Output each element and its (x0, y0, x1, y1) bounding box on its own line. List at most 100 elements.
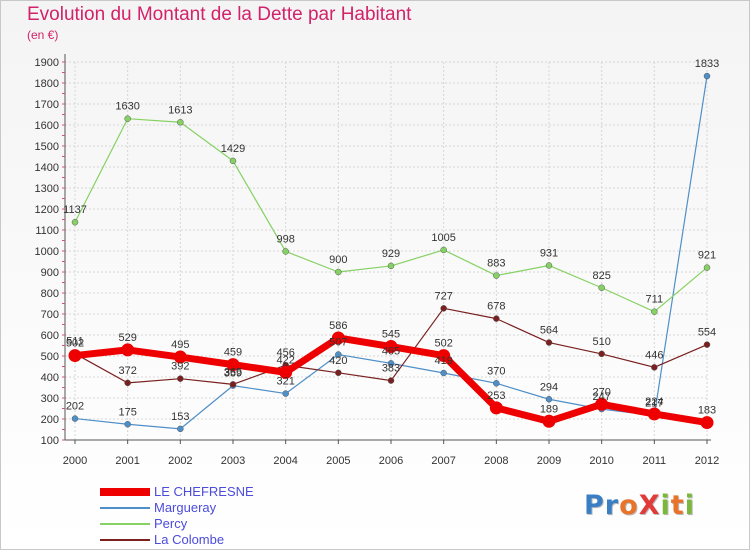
data-point-margueray (124, 421, 131, 428)
logo-letter: X (638, 490, 661, 521)
data-label-la-colombe: 510 (592, 336, 610, 348)
x-tick-label: 2004 (273, 455, 297, 467)
data-label-percy: 1613 (168, 104, 192, 116)
logo-letter: i (684, 490, 695, 521)
data-point-percy (335, 268, 342, 276)
y-tick-label: 1600 (35, 120, 59, 132)
data-point-percy (703, 264, 711, 271)
data-point-le-chefresne (226, 358, 240, 372)
data-point-la-colombe (335, 369, 342, 377)
logo-letter: t (670, 490, 685, 521)
legend-swatch (100, 539, 150, 541)
data-point-le-chefresne (647, 407, 661, 421)
y-tick-label: 1500 (35, 141, 59, 153)
x-tick-label: 2007 (431, 455, 455, 467)
data-point-percy (545, 262, 553, 269)
data-point-percy (493, 272, 500, 279)
series-la-colombe (71, 305, 711, 388)
series-le-chefresne (68, 331, 714, 430)
data-point-la-colombe (229, 381, 237, 388)
data-label-le-chefresne: 495 (171, 339, 189, 351)
data-point-percy (229, 157, 237, 165)
data-label-margueray: 419 (434, 355, 452, 367)
y-tick-label: 900 (41, 267, 59, 279)
legend-label: Percy (154, 516, 188, 531)
data-label-margueray: 1833 (695, 58, 719, 70)
data-label-la-colombe: 511 (66, 336, 84, 348)
data-label-le-chefresne: 224 (645, 396, 663, 408)
data-label-margueray: 175 (118, 406, 136, 418)
data-label-percy: 931 (540, 247, 558, 259)
legend-label: Margueray (154, 500, 217, 515)
data-point-le-chefresne (595, 397, 609, 411)
data-label-le-chefresne: 183 (698, 405, 716, 417)
y-tick-label: 1400 (35, 162, 59, 174)
data-point-la-colombe (124, 379, 131, 387)
data-label-margueray: 153 (171, 411, 189, 423)
data-point-la-colombe (703, 341, 711, 348)
data-point-la-colombe (651, 364, 658, 371)
data-point-la-colombe (493, 315, 500, 322)
x-tick-label: 2005 (326, 455, 350, 467)
logo-letter: i (660, 490, 671, 521)
legend-swatch (100, 488, 150, 496)
data-label-percy: 1630 (115, 101, 139, 113)
data-label-margueray: 359 (224, 368, 242, 380)
data-label-percy: 1429 (221, 143, 245, 155)
data-label-margueray: 465 (382, 345, 400, 357)
data-point-le-chefresne (331, 331, 345, 345)
y-tick-labels: 100 200 300 400 500 600 700 800 900 1000 1100 1200 1… (35, 57, 59, 447)
data-label-percy: 1137 (63, 204, 87, 216)
data-label-le-chefresne: 502 (434, 338, 452, 350)
data-point-percy (71, 218, 79, 226)
data-label-la-colombe: 392 (171, 361, 189, 373)
data-label-le-chefresne: 253 (487, 390, 505, 402)
data-label-le-chefresne: 545 (382, 329, 400, 341)
data-point-margueray (493, 380, 500, 387)
data-point-la-colombe (440, 305, 447, 312)
data-label-margueray: 321 (276, 376, 294, 388)
data-label-la-colombe: 727 (434, 290, 452, 302)
data-label-percy: 921 (698, 250, 716, 262)
x-tick-label: 2006 (379, 455, 403, 467)
data-label-le-chefresne: 422 (276, 354, 294, 366)
legend-label: LE CHEFRESNE (154, 484, 254, 499)
data-point-le-chefresne (437, 349, 451, 363)
y-tick-label: 500 (41, 351, 59, 363)
data-label-le-chefresne: 586 (329, 320, 347, 332)
data-label-la-colombe: 383 (382, 363, 400, 375)
x-tick-label: 2012 (695, 455, 719, 467)
data-label-percy: 711 (646, 294, 664, 306)
data-point-le-chefresne (68, 349, 82, 363)
data-point-percy (651, 308, 658, 315)
y-tick-label: 700 (41, 309, 59, 321)
data-point-le-chefresne (384, 340, 398, 354)
data-point-margueray (703, 72, 711, 80)
data-label-la-colombe: 554 (698, 327, 716, 339)
logo-letter: r (604, 490, 620, 521)
y-tick-label: 600 (41, 330, 59, 342)
x-tick-label: 2001 (115, 455, 139, 467)
data-label-margueray: 507 (329, 337, 347, 349)
y-tick-label: 400 (41, 372, 59, 384)
data-point-le-chefresne (700, 416, 714, 430)
data-point-le-chefresne (279, 365, 293, 379)
data-point-la-colombe (598, 350, 605, 358)
data-label-percy: 998 (276, 233, 294, 245)
data-label-margueray: 202 (66, 401, 84, 413)
data-label-la-colombe: 372 (118, 365, 136, 377)
data-point-margueray (71, 415, 79, 422)
data-label-percy: 1005 (431, 232, 455, 244)
y-tick-label: 1200 (35, 204, 59, 216)
y-tick-label: 800 (41, 288, 59, 300)
data-label-la-colombe: 420 (329, 355, 347, 367)
y-tick-label: 100 (41, 435, 59, 447)
data-label-la-colombe: 678 (487, 301, 505, 313)
data-point-margueray (545, 396, 553, 403)
data-point-margueray (335, 351, 342, 358)
data-label-le-chefresne: 189 (540, 403, 558, 415)
proxiti-logo: ProXiti (584, 490, 695, 521)
data-label-percy: 825 (592, 270, 610, 282)
series-lines (68, 72, 714, 433)
